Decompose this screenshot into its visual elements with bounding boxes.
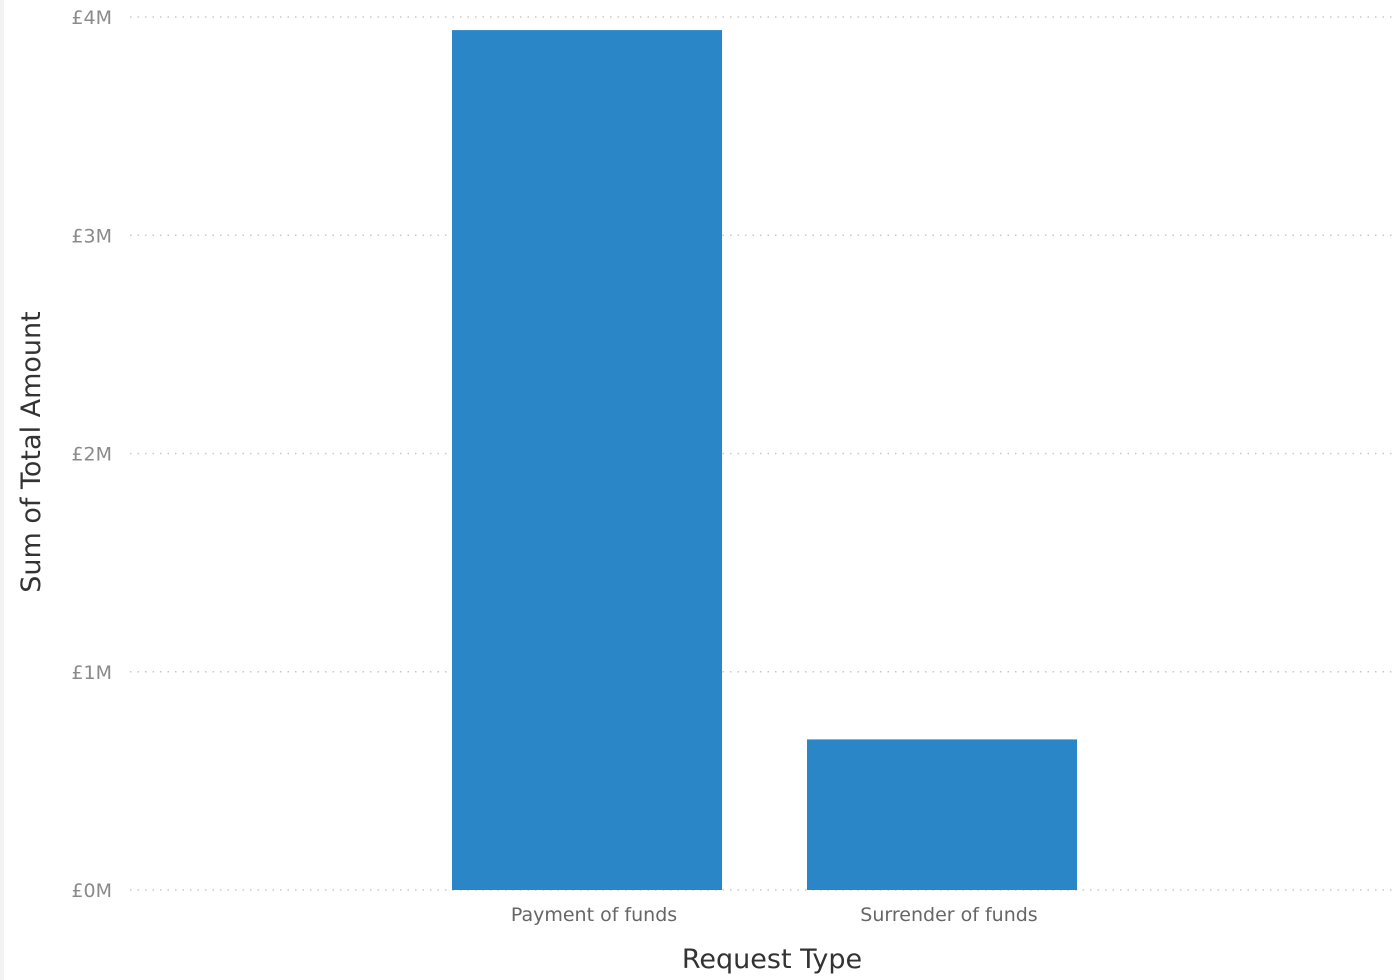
y-tick-label: £0M [71, 880, 112, 902]
y-tick-label: £1M [71, 662, 112, 684]
x-category-label: Payment of funds [511, 904, 677, 926]
bar[interactable] [807, 739, 1077, 890]
y-tick-label: £4M [71, 7, 112, 29]
x-category-label: Surrender of funds [860, 904, 1037, 926]
y-axis-ticks: £0M £1M £2M £3M £4M [71, 7, 112, 902]
x-axis-title: Request Type [682, 944, 862, 975]
left-edge-strip [0, 0, 4, 980]
y-tick-label: £2M [71, 444, 112, 466]
gridlines [130, 16, 1396, 891]
bars [452, 30, 1077, 891]
y-axis-title: Sum of Total Amount [16, 311, 47, 592]
x-axis-categories: Payment of funds Surrender of funds [511, 904, 1038, 926]
bar[interactable] [452, 30, 722, 891]
y-tick-label: £3M [71, 225, 112, 247]
